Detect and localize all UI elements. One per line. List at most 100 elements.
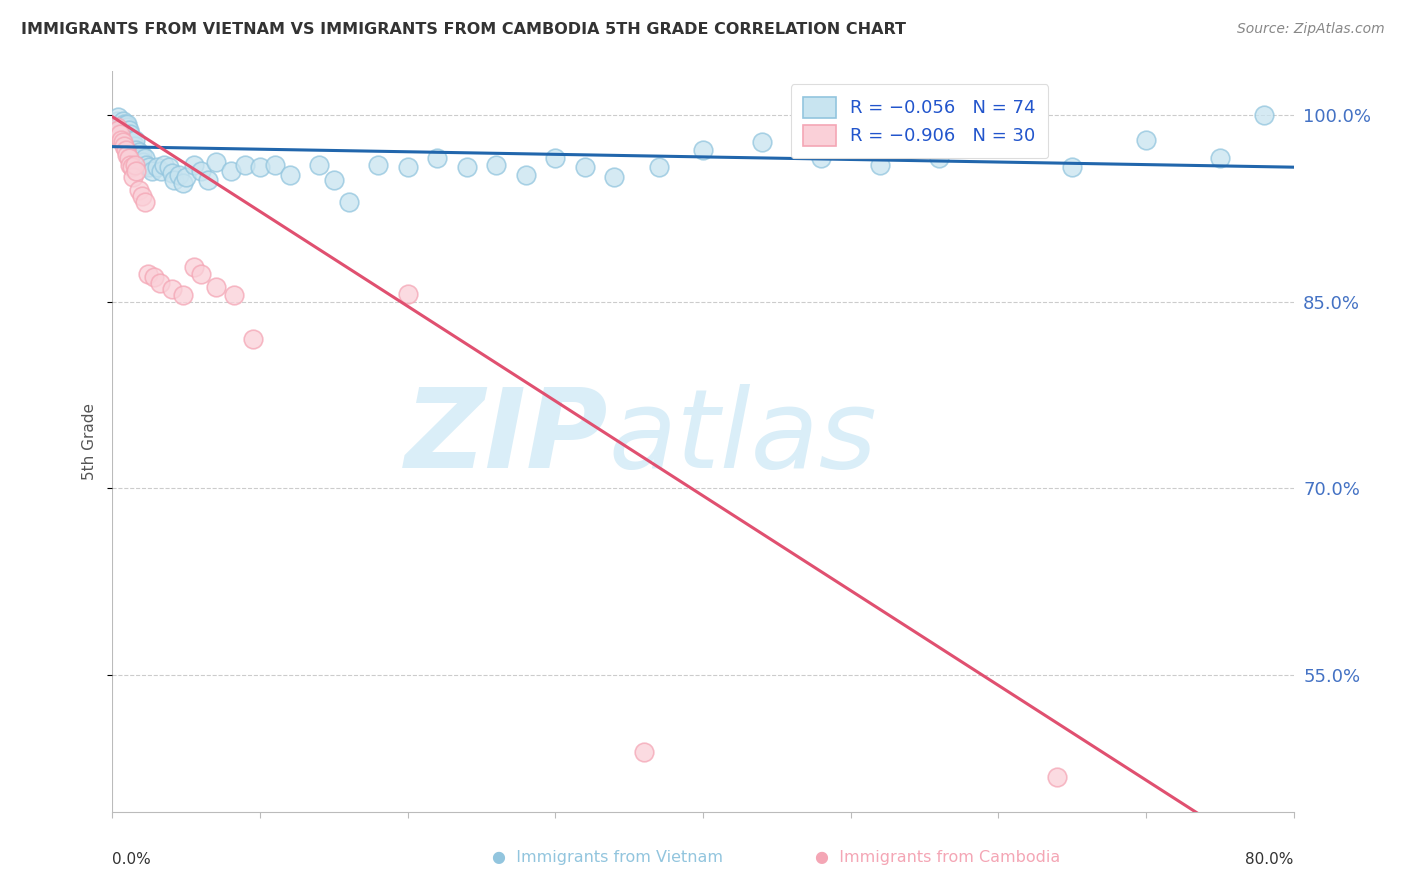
Point [647, 160, 671, 174]
Point [128, 145, 150, 160]
Point [308, 158, 330, 172]
Point [111, 114, 134, 128]
Point [278, 168, 301, 182]
Point [869, 158, 891, 172]
Point [197, 172, 219, 186]
Point [121, 139, 143, 153]
Point [233, 158, 256, 172]
Point [1253, 108, 1275, 122]
Point [136, 267, 159, 281]
Point [515, 168, 537, 182]
Point [124, 133, 146, 147]
Point [128, 183, 150, 197]
Text: ●  Immigrants from Vietnam: ● Immigrants from Vietnam [492, 850, 723, 865]
Point [122, 143, 145, 157]
Point [125, 164, 148, 178]
Point [114, 143, 136, 157]
Text: ZIP: ZIP [405, 384, 609, 491]
Point [692, 143, 714, 157]
Point [183, 260, 205, 274]
Point [544, 152, 567, 166]
Point [124, 139, 146, 153]
Point [172, 288, 194, 302]
Point [167, 168, 190, 182]
Point [107, 123, 129, 137]
Point [426, 152, 449, 166]
Point [112, 117, 135, 131]
Point [205, 279, 228, 293]
Point [117, 147, 138, 161]
Point [120, 127, 142, 141]
Point [190, 164, 212, 178]
Point [160, 166, 183, 180]
Point [120, 158, 142, 172]
Point [118, 152, 141, 166]
Text: Source: ZipAtlas.com: Source: ZipAtlas.com [1237, 22, 1385, 37]
Point [121, 160, 143, 174]
Point [928, 152, 950, 166]
Point [633, 745, 655, 759]
Point [174, 170, 197, 185]
Point [118, 130, 141, 145]
Point [118, 123, 141, 137]
Point [396, 160, 419, 174]
Point [120, 133, 142, 147]
Point [114, 133, 136, 147]
Point [987, 133, 1010, 147]
Point [157, 160, 180, 174]
Point [190, 267, 212, 281]
Point [110, 127, 132, 141]
Point [117, 117, 138, 131]
Text: atlas: atlas [609, 384, 877, 491]
Point [810, 152, 832, 166]
Point [183, 158, 205, 172]
Point [124, 158, 146, 172]
Point [603, 170, 626, 185]
Point [574, 160, 596, 174]
Legend: R = −0.056   N = 74, R = −0.906   N = 30: R = −0.056 N = 74, R = −0.906 N = 30 [790, 84, 1049, 158]
Point [105, 114, 128, 128]
Point [249, 160, 271, 174]
Point [138, 160, 160, 174]
Point [150, 164, 173, 178]
Point [108, 120, 131, 135]
Point [264, 158, 287, 172]
Point [160, 282, 183, 296]
Point [172, 177, 194, 191]
Point [105, 120, 128, 135]
Point [163, 172, 186, 186]
Text: 80.0%: 80.0% [1246, 853, 1294, 867]
Text: IMMIGRANTS FROM VIETNAM VS IMMIGRANTS FROM CAMBODIA 5TH GRADE CORRELATION CHART: IMMIGRANTS FROM VIETNAM VS IMMIGRANTS FR… [21, 22, 905, 37]
Point [219, 164, 242, 178]
Point [117, 127, 138, 141]
Point [367, 158, 389, 172]
Point [108, 127, 131, 141]
Point [107, 111, 129, 125]
Point [456, 160, 478, 174]
Point [127, 147, 149, 161]
Point [149, 276, 172, 290]
Text: 0.0%: 0.0% [112, 853, 152, 867]
Point [839, 139, 862, 153]
Point [117, 120, 138, 135]
Point [121, 133, 143, 147]
Point [142, 269, 165, 284]
Point [131, 147, 153, 161]
Point [135, 158, 157, 172]
Point [131, 188, 153, 202]
Point [242, 332, 264, 346]
Point [112, 120, 135, 135]
Point [751, 136, 773, 150]
Point [114, 118, 136, 132]
Point [222, 288, 245, 302]
Point [129, 152, 152, 166]
Text: ●  Immigrants from Cambodia: ● Immigrants from Cambodia [815, 850, 1060, 865]
Point [141, 164, 163, 178]
Point [323, 172, 346, 186]
Point [111, 136, 134, 150]
Point [1062, 160, 1084, 174]
Point [122, 170, 145, 185]
Point [1135, 133, 1157, 147]
Point [1208, 152, 1232, 166]
Point [153, 158, 176, 172]
